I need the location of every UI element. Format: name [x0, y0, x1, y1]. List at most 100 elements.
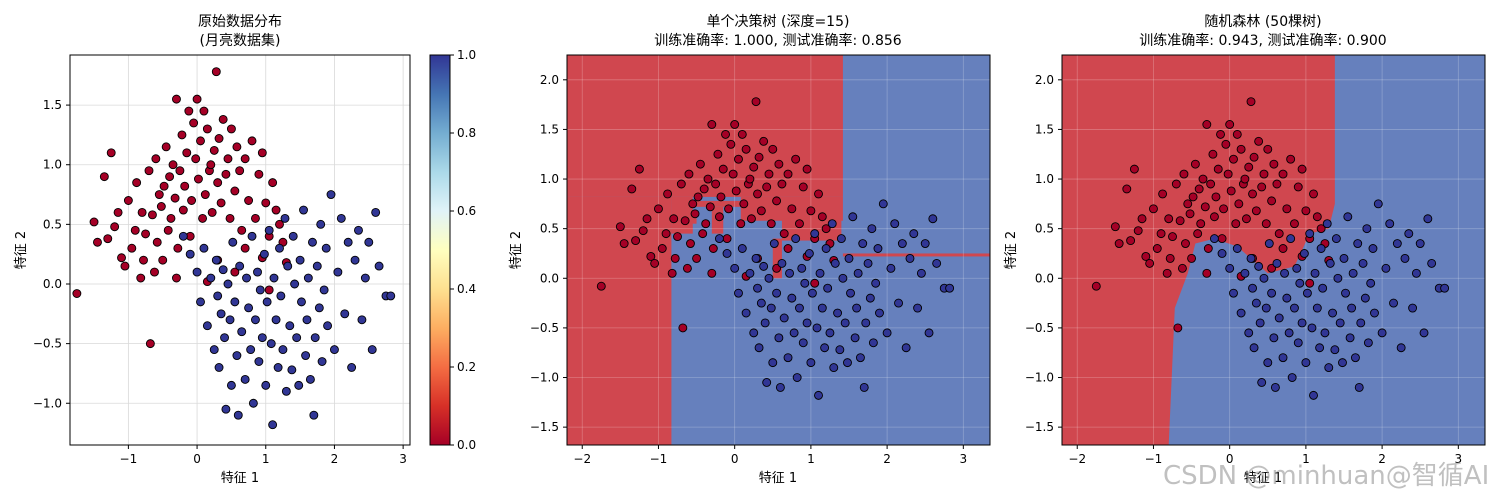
point-class0 [766, 219, 776, 229]
x-tick-label: −1 [120, 452, 138, 466]
point-class1 [848, 212, 858, 222]
point-class0 [654, 204, 663, 214]
point-class0 [631, 236, 641, 246]
point-class0 [240, 243, 250, 253]
point-class0 [768, 144, 778, 154]
point-class0 [1254, 136, 1264, 146]
point-class1 [1280, 268, 1290, 278]
point-class1 [1267, 288, 1277, 298]
point-class0 [741, 144, 751, 154]
panel-original: 原始数据分布 (月亮数据集) −1 0 1 2 3 −1.0 −0.5 0.0 0.5 1.0 1.… [14, 14, 476, 486]
point-class1 [868, 338, 878, 348]
point-class0 [1259, 169, 1269, 179]
point-class0 [154, 190, 164, 199]
point-class1 [1240, 268, 1250, 278]
point-class1 [216, 309, 226, 319]
point-class0 [177, 130, 187, 140]
point-class0 [1187, 253, 1197, 263]
y-tick-label: 0.0 [43, 277, 62, 291]
point-class0 [695, 159, 705, 169]
point-class1 [1264, 239, 1274, 248]
x-tick-label: 1 [807, 452, 815, 466]
point-class0 [1293, 182, 1303, 192]
point-class1 [367, 345, 377, 355]
point-class1 [269, 273, 279, 283]
point-class0 [698, 229, 708, 239]
point-class0 [1249, 152, 1259, 162]
x-tick-label: 3 [399, 452, 407, 466]
point-class0 [132, 178, 142, 188]
point-class0 [117, 253, 126, 263]
point-class1 [1254, 261, 1264, 271]
point-class0 [221, 169, 231, 179]
point-class0 [192, 94, 202, 104]
point-class1 [1316, 244, 1326, 253]
point-class1 [1338, 358, 1347, 368]
point-class1 [762, 378, 772, 387]
point-class1 [1315, 343, 1325, 353]
point-class1 [1353, 239, 1363, 248]
point-class1 [275, 243, 284, 253]
point-class1 [766, 303, 776, 313]
point-class1 [237, 327, 247, 337]
point-class0 [692, 253, 702, 263]
point-class1 [1278, 353, 1288, 363]
point-class1 [852, 303, 862, 313]
point-class1 [1229, 288, 1238, 298]
point-class0 [682, 263, 692, 273]
point-class1 [364, 237, 374, 247]
point-class0 [646, 252, 656, 261]
point-class0 [1217, 234, 1227, 244]
x-tick-label: 2 [331, 452, 339, 466]
axes-frame [69, 54, 411, 446]
point-class1 [749, 328, 759, 338]
point-class0 [669, 214, 679, 224]
point-class1 [386, 291, 396, 301]
point-class0 [739, 199, 749, 209]
region-class0 [567, 196, 672, 445]
point-class0 [172, 273, 181, 283]
point-class0 [730, 120, 740, 129]
point-class0 [701, 219, 711, 229]
point-class0 [756, 206, 766, 216]
point-class1 [211, 255, 221, 265]
point-class1 [1363, 338, 1373, 348]
point-class0 [1221, 139, 1231, 149]
point-class0 [615, 222, 625, 232]
point-class0 [216, 198, 226, 208]
point-class0 [1225, 120, 1235, 129]
point-class1 [844, 253, 854, 263]
y-tick-label: 2.0 [540, 73, 559, 87]
point-class0 [772, 196, 782, 206]
colorbar-tick-label: 0.0 [457, 438, 476, 452]
point-class0 [745, 174, 755, 184]
point-class1 [319, 285, 329, 295]
point-class0 [1122, 184, 1132, 194]
point-class0 [211, 67, 221, 77]
point-class0 [707, 268, 717, 278]
point-class0 [158, 255, 168, 265]
panel1-ylabel: 特征 2 [14, 231, 29, 269]
point-class0 [137, 207, 147, 217]
point-class1 [254, 357, 264, 366]
point-class1 [1257, 378, 1267, 387]
point-class1 [760, 318, 770, 328]
point-class0 [1226, 186, 1236, 196]
point-class0 [686, 239, 695, 248]
point-class1 [820, 343, 830, 353]
point-class1 [1292, 263, 1302, 273]
point-class1 [329, 345, 339, 355]
point-class0 [802, 164, 812, 174]
point-class1 [230, 297, 240, 307]
point-class1 [347, 363, 357, 372]
point-class1 [1297, 318, 1307, 328]
point-class0 [130, 225, 140, 235]
point-class0 [213, 178, 223, 188]
point-class0 [1114, 239, 1124, 248]
y-tick-label: −1.0 [33, 396, 62, 410]
point-class1 [1348, 268, 1358, 278]
point-class1 [1284, 328, 1294, 338]
point-class0 [1216, 129, 1225, 139]
point-class1 [1286, 234, 1296, 244]
point-class0 [759, 136, 769, 146]
